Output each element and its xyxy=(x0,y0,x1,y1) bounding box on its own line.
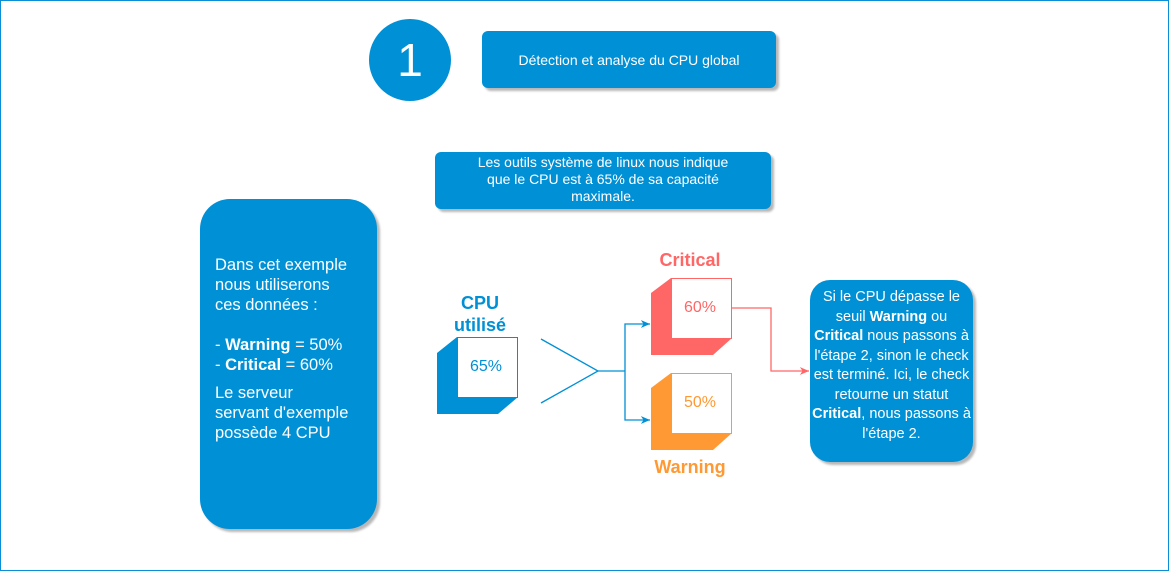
info-line: maximale. xyxy=(571,188,635,204)
example-server: Le serveur servant d'exemple possède 4 CPU xyxy=(215,384,349,442)
warning-label: Warning xyxy=(654,457,726,477)
cpu-cube xyxy=(437,337,518,414)
critical-label: Critical xyxy=(659,250,721,270)
example-intro: Dans cet exemple nous utiliserons ces donn… xyxy=(215,256,348,314)
critical-cube xyxy=(651,278,732,355)
cpu-label: CPU utilisé xyxy=(453,293,506,335)
comparison-connector xyxy=(540,320,650,424)
cpu-value: 65% xyxy=(470,358,503,375)
warning-value: 50% xyxy=(684,394,717,411)
step-title: Détection et analyse du CPU global xyxy=(482,31,776,88)
info-line: que le CPU est à 65% de sa capacité xyxy=(487,171,719,187)
warning-cube xyxy=(651,373,732,450)
step-number-badge: 1 xyxy=(369,19,451,101)
step-title-text: Détection et analyse du CPU global xyxy=(518,51,740,68)
example-box: Dans cet exemple nous utiliserons ces donn… xyxy=(200,199,377,529)
result-box: Si le CPU dépasse le seuil Warning ou Cr… xyxy=(810,280,973,462)
info-box: Les outils système de linux nous indique… xyxy=(435,152,771,209)
step-number: 1 xyxy=(397,34,423,86)
info-line: Les outils système de linux nous indique xyxy=(477,154,729,170)
critical-value: 60% xyxy=(684,299,717,316)
example-thresholds: - Warning = 50% - Critical = 60% xyxy=(215,336,343,374)
critical-arrow xyxy=(732,307,809,375)
